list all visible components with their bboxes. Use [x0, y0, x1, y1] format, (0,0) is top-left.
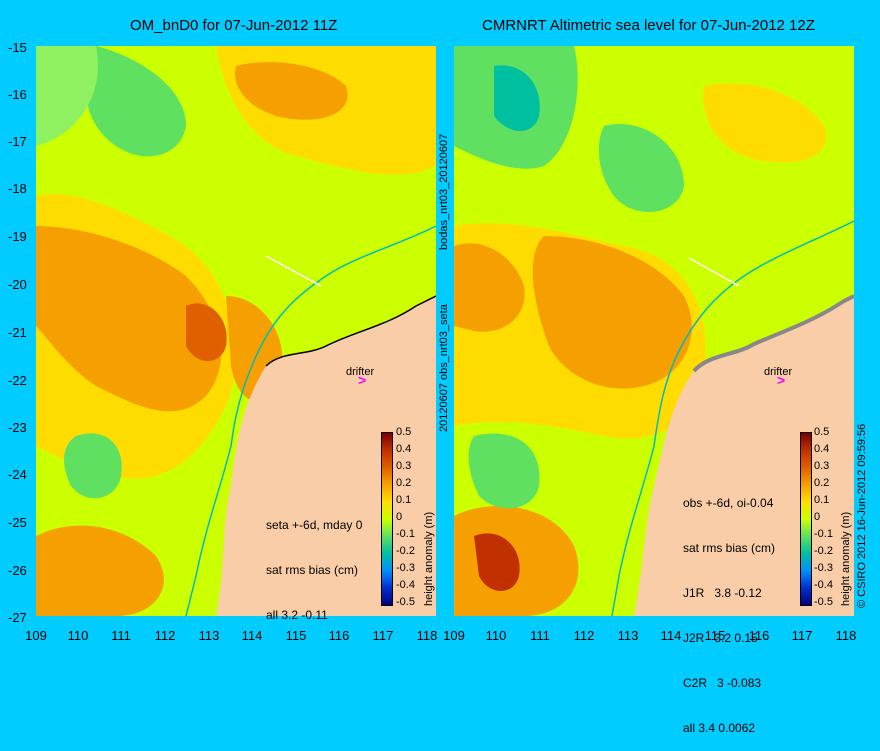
right-panel-title: CMRNRT Altimetric sea level for 07-Jun-2… [482, 17, 815, 34]
cb-tick: -0.3 [814, 562, 833, 574]
cb-tick: 0.1 [814, 494, 830, 506]
left-map [36, 46, 436, 616]
cb-tick: -0.2 [814, 545, 833, 557]
stats-line: all 3.4 0.0062 [683, 721, 756, 735]
x-tick-left: 111 [111, 628, 131, 643]
stats-line: J2R 3.2 0.15 [683, 631, 758, 645]
y-tick: -21 [8, 325, 27, 340]
cb-tick: -0.2 [396, 545, 415, 557]
x-tick-right: 115 [704, 628, 726, 643]
cb-tick: 0.3 [814, 460, 830, 472]
drifter-label-left: drifter [346, 366, 375, 378]
model-run-label: bodas_nrt03_20120607 [438, 133, 450, 250]
cb-tick: 0.2 [814, 477, 830, 489]
colorbar-label-left: height anomaly (m) [423, 511, 435, 606]
x-tick-left: 114 [241, 628, 263, 643]
y-tick: -25 [8, 515, 27, 530]
stats-line: J1R 3.8 -0.12 [683, 586, 762, 600]
y-tick: -19 [8, 229, 27, 244]
x-tick-right: 118 [835, 628, 857, 643]
colorbar-right [800, 432, 812, 606]
cb-tick: -0.1 [814, 528, 833, 540]
y-tick: -24 [8, 467, 27, 482]
drifter-arrow-right-icon: > [777, 372, 786, 388]
cb-tick: 0.4 [814, 443, 830, 455]
x-tick-right: 109 [443, 628, 465, 643]
x-tick-right: 117 [791, 628, 813, 643]
colorbar-left [381, 432, 393, 606]
drifter-arrow-left-icon: > [358, 372, 367, 388]
x-tick-left: 112 [154, 628, 176, 643]
stats-line: obs +-6d, oi-0.04 [683, 496, 774, 510]
cb-tick: -0.4 [396, 579, 415, 591]
x-tick-left: 109 [25, 628, 47, 643]
cb-tick: 0.4 [396, 443, 412, 455]
y-tick: -17 [8, 134, 27, 149]
x-tick-right: 112 [573, 628, 595, 643]
y-tick: -20 [8, 277, 27, 292]
cb-tick: 0 [396, 511, 403, 523]
x-tick-right: 114 [660, 628, 682, 643]
y-tick: -27 [8, 610, 27, 625]
y-tick: -15 [8, 40, 27, 55]
cb-tick: 0.5 [396, 426, 412, 438]
x-tick-right: 116 [748, 628, 770, 643]
left-panel-title: OM_bnD0 for 07-Jun-2012 11Z [130, 17, 338, 34]
x-tick-left: 117 [372, 628, 394, 643]
x-tick-left: 115 [285, 628, 307, 643]
y-tick: -22 [8, 373, 27, 388]
colorbar-label-right: height anomaly (m) [840, 511, 852, 606]
cb-tick: -0.3 [396, 562, 415, 574]
credit-label: © CSIRO 2012 16-Jun-2012 09:59:56 [856, 423, 868, 608]
cb-tick: 0.5 [814, 426, 830, 438]
cb-tick: -0.5 [396, 596, 415, 608]
cb-tick: 0.3 [396, 460, 412, 472]
cb-tick: -0.1 [396, 528, 415, 540]
x-tick-left: 113 [198, 628, 220, 643]
stats-line: seta +-6d, mday 0 [266, 518, 363, 532]
y-tick: -23 [8, 420, 27, 435]
stats-line: C2R 3 -0.083 [683, 676, 762, 690]
stats-line: all 3.2 -0.11 [266, 608, 328, 622]
x-tick-right: 111 [530, 628, 550, 643]
x-tick-left: 116 [328, 628, 350, 643]
cb-tick: 0.2 [396, 477, 412, 489]
x-tick-right: 113 [617, 628, 639, 643]
cb-tick: 0.1 [396, 494, 412, 506]
y-tick: -18 [8, 181, 27, 196]
right-map [454, 46, 854, 616]
drifter-label-right: drifter [764, 366, 793, 378]
cb-tick: -0.5 [814, 596, 833, 608]
y-tick: -26 [8, 563, 27, 578]
stats-line: sat rms bias (cm) [266, 563, 359, 577]
left-stats: seta +-6d, mday 0 sat rms bias (cm) all … [266, 488, 362, 638]
x-tick-left: 118 [416, 628, 438, 643]
x-tick-left: 110 [67, 628, 89, 643]
y-tick: -16 [8, 87, 27, 102]
cb-tick: -0.4 [814, 579, 833, 591]
right-stats: obs +-6d, oi-0.04 sat rms bias (cm) J1R … [683, 466, 775, 751]
cb-tick: 0 [814, 511, 821, 523]
x-tick-right: 110 [485, 628, 507, 643]
obs-run-label: 20120607 obs_nrt03_seta [438, 304, 450, 432]
stats-line: sat rms bias (cm) [683, 541, 776, 555]
